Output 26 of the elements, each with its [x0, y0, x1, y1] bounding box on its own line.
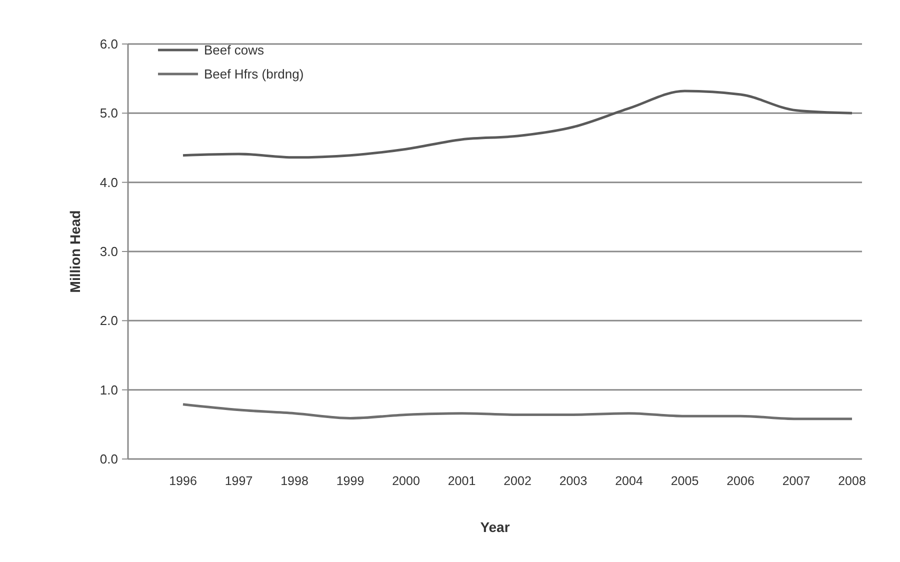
y-axis-title: Million Head	[67, 210, 83, 293]
y-tick-label: 0.0	[100, 452, 118, 467]
y-tick-label: 6.0	[100, 36, 118, 52]
x-tick-label: 2007	[782, 474, 810, 488]
y-tick-label: 2.0	[100, 313, 118, 328]
y-tick-label: 3.0	[100, 244, 118, 260]
y-tick-label: 5.0	[100, 106, 118, 121]
x-tick-label: 2006	[726, 474, 754, 488]
x-tick-label: 2005	[670, 474, 699, 488]
x-tick-label: 1997	[224, 474, 253, 488]
x-tick-label: 2008	[838, 474, 866, 488]
x-tick-label: 2000	[392, 474, 420, 488]
x-tick-label: 2003	[559, 474, 588, 488]
line-series	[182, 403, 854, 420]
x-tick-label: 1996	[169, 474, 197, 488]
legend-label: Beef cows	[204, 42, 264, 58]
x-tick-label: 2002	[504, 474, 532, 488]
x-tick-label: 2001	[448, 474, 476, 488]
y-tick-label: 1.0	[100, 382, 118, 398]
line-series	[182, 90, 854, 159]
x-tick-label: 2004	[615, 474, 643, 488]
legend-label: Beef Hfrs (brdng)	[204, 66, 304, 82]
y-tick-label: 4.0	[100, 174, 118, 190]
x-tick-label: 1998	[280, 474, 308, 488]
x-tick-label: 1999	[336, 474, 364, 488]
x-axis-title: Year	[480, 519, 510, 535]
